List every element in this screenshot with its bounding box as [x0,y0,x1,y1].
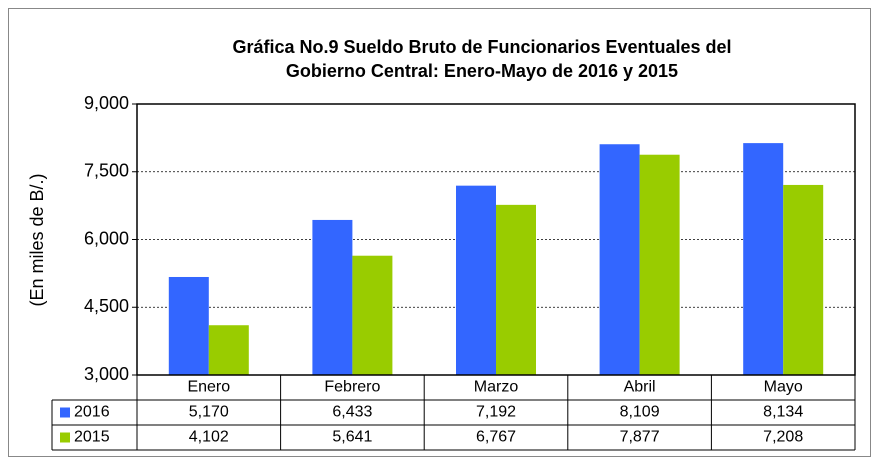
table-value: 8,109 [620,404,660,421]
y-tick-label: 9,000 [84,93,129,113]
table-value: 7,877 [620,429,660,446]
bar [639,154,680,375]
table-value: 5,170 [189,404,229,421]
chart-title-line: Gobierno Central: Enero-Mayo de 2016 y 2… [286,61,678,81]
table-value: 7,208 [763,429,803,446]
bar [456,185,496,375]
table-value: 6,767 [476,429,516,446]
x-tick-label: Marzo [474,379,519,396]
table-value: 7,192 [476,404,516,421]
bar [208,325,249,375]
y-axis-label: (En miles de B/.) [27,173,47,306]
chart-title-line: Gráfica No.9 Sueldo Bruto de Funcionario… [232,37,731,57]
table-value: 4,102 [189,429,229,446]
y-tick-label: 4,500 [84,296,129,316]
x-tick-label: Febrero [324,379,380,396]
table-value: 5,641 [332,429,372,446]
bar [599,144,640,375]
legend-label: 2016 [74,404,110,421]
x-tick-label: Enero [187,379,230,396]
bar [783,184,824,375]
y-tick-label: 6,000 [84,228,129,248]
bar [496,204,536,375]
y-tick-label: 3,000 [84,364,129,384]
x-tick-label: Mayo [764,379,803,396]
bar [312,219,353,375]
bar [168,276,209,375]
legend-swatch [60,432,70,443]
y-tick-label: 7,500 [84,161,129,181]
x-tick-label: Abril [624,379,656,396]
bar [743,143,784,375]
chart-border [8,8,871,457]
table-value: 8,134 [763,404,803,421]
legend-swatch [60,407,70,418]
bar [352,255,393,375]
table-value: 6,433 [332,404,372,421]
legend-label: 2015 [74,429,110,446]
